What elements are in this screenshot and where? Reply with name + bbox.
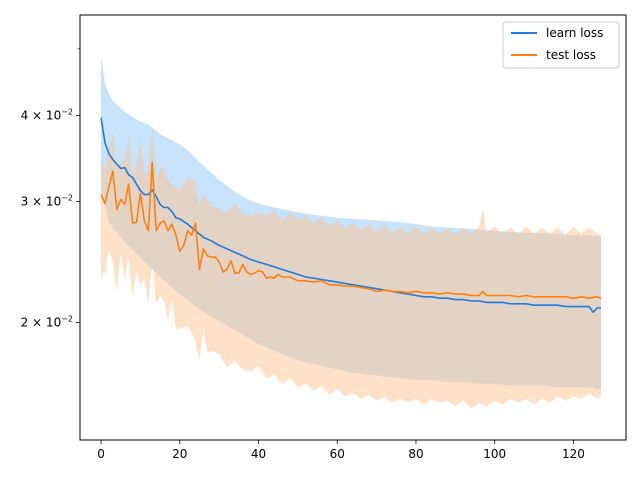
plot-frame (79, 14, 627, 441)
x-tick-label: 100 (483, 447, 506, 461)
y-tick-label: 2 × 10−2 (21, 315, 73, 330)
y-axis: 2 × 10−2 3 × 10−2 4 × 10−2 (21, 48, 80, 330)
x-axis: 0 20 40 60 80 100 120 (97, 440, 585, 461)
series-lines (100, 117, 602, 314)
x-tick-label: 40 (251, 447, 266, 461)
y-tick-label: 4 × 10−2 (21, 108, 73, 123)
x-tick-label: 80 (408, 447, 423, 461)
x-tick-label: 20 (172, 447, 187, 461)
legend-label: test loss (546, 48, 596, 62)
legend: learn loss test loss (502, 21, 620, 69)
x-tick-label: 60 (330, 447, 345, 461)
y-tick-label: 3 × 10−2 (21, 193, 73, 208)
test-loss-band (101, 124, 601, 409)
x-tick-label: 0 (97, 447, 105, 461)
confidence-bands (101, 56, 601, 409)
legend-label: learn loss (546, 26, 603, 40)
test-loss-line (100, 161, 602, 300)
x-tick-label: 120 (562, 447, 585, 461)
